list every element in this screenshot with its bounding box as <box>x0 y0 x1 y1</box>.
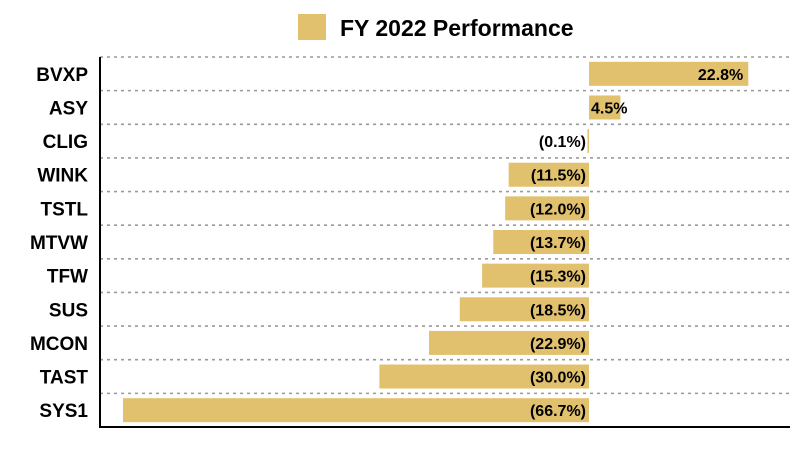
category-label: ASY <box>49 98 88 119</box>
legend-swatch <box>298 14 326 40</box>
data-label: (0.1%) <box>539 134 586 151</box>
data-label: (11.5%) <box>531 168 586 185</box>
data-label: 22.8% <box>698 67 743 84</box>
data-label: (13.7%) <box>530 235 586 252</box>
category-label: MTVW <box>30 233 88 254</box>
bar-tast <box>379 364 589 389</box>
bar-bvxp <box>589 61 749 86</box>
bars <box>123 61 749 423</box>
category-label: TAST <box>40 368 89 389</box>
category-label: TFW <box>47 267 88 288</box>
value-labels: 22.8% 4.5% (0.1%) (11.5%) (12.0%) (13.7%) (15.… <box>530 67 743 420</box>
bar-mtvw <box>493 230 589 254</box>
bar-sus <box>459 297 589 322</box>
data-label: (18.5%) <box>530 302 586 319</box>
category-label: MCON <box>30 334 88 355</box>
bar-sys1 <box>123 398 589 423</box>
category-label: WINK <box>37 166 88 187</box>
data-label: (15.3%) <box>530 269 586 286</box>
legend: FY 2022 Performance <box>298 14 574 41</box>
axes <box>99 57 790 428</box>
bar-mcon <box>429 330 589 355</box>
bar-tstl <box>505 196 589 221</box>
bar-asy <box>589 95 621 120</box>
bar-tfw <box>482 263 589 288</box>
category-label: SYS1 <box>39 401 88 422</box>
data-label: (66.7%) <box>530 403 586 420</box>
legend-label: FY 2022 Performance <box>340 15 574 41</box>
category-label: SUS <box>49 300 88 321</box>
category-label: TSTL <box>41 199 89 220</box>
category-labels: BVXP ASY CLIG WINK TSTL MTVW TFW SUS MCON TAST SYS… <box>30 65 88 422</box>
grid-lines <box>100 56 790 395</box>
bar-clig <box>587 129 589 154</box>
data-label: (22.9%) <box>530 336 586 353</box>
data-label: (30.0%) <box>530 370 586 387</box>
bar-wink <box>508 162 589 187</box>
data-label: 4.5% <box>591 100 627 117</box>
category-label: CLIG <box>43 132 88 153</box>
data-label: (12.0%) <box>530 201 586 218</box>
category-label: BVXP <box>36 65 88 86</box>
